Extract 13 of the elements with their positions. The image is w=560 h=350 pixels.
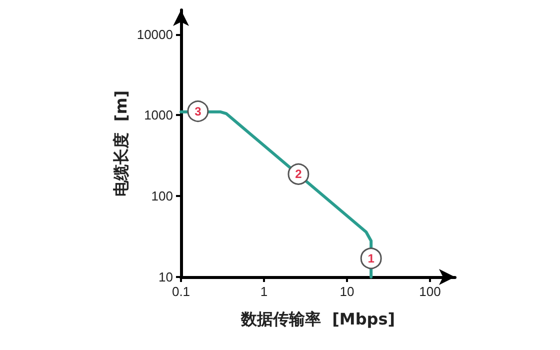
x-axis-title: 数据传输率 [Mbps] xyxy=(240,310,396,328)
y-tick-label: 10000 xyxy=(136,26,173,42)
x-tick-label: 100 xyxy=(419,284,441,299)
annotation: 3 xyxy=(194,104,202,118)
x-tick-label: 10 xyxy=(340,284,354,299)
y-tick-label: 100 xyxy=(151,188,173,204)
y-tick-label: 10 xyxy=(158,270,173,284)
y-tick-label: 1000 xyxy=(144,108,173,123)
x-tick-label: 1 xyxy=(260,284,268,299)
y-axis-title: 电缆长度 [m] xyxy=(112,90,130,197)
annotation: 1 xyxy=(368,251,375,266)
annotation: 2 xyxy=(295,167,302,182)
x-tick-label: 0.1 xyxy=(172,284,190,299)
